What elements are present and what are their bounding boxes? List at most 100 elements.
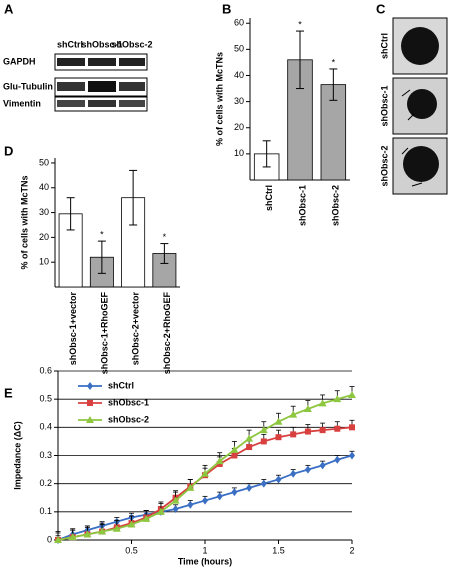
- x-tick-label: shObsc-1: [297, 185, 307, 226]
- y-tick-label: 40: [39, 182, 49, 192]
- row-label: Vimentin: [3, 98, 41, 108]
- significance-mark: *: [298, 19, 302, 29]
- lane-label: shObsc-2: [111, 39, 152, 49]
- marker: [68, 533, 77, 541]
- marker: [246, 483, 253, 492]
- image-label: shCtrl: [379, 33, 389, 59]
- y-tick-label: 0.4: [39, 422, 52, 432]
- x-tick-label: shObsc-1+RhoGEF: [99, 291, 109, 374]
- legend-label: shCtrl: [108, 380, 134, 390]
- marker: [275, 434, 282, 441]
- y-tick-label: 10: [234, 148, 244, 158]
- y-tick-label: 20: [234, 122, 244, 132]
- marker: [216, 492, 223, 501]
- y-tick-label: 10: [39, 257, 49, 267]
- band: [88, 58, 116, 66]
- marker: [172, 505, 179, 514]
- x-tick-label: shCtrl: [264, 185, 274, 211]
- marker: [275, 475, 282, 484]
- y-axis-label: % of cells with McTNs: [19, 175, 29, 269]
- legend-label: shObsc-1: [108, 397, 149, 407]
- panel-label: A: [4, 1, 14, 16]
- panel-label: D: [4, 143, 13, 158]
- band: [119, 100, 145, 107]
- marker: [318, 399, 327, 407]
- marker: [334, 425, 341, 432]
- marker: [349, 424, 355, 431]
- western-blot: [54, 53, 148, 112]
- x-tick-label: 1: [202, 545, 207, 555]
- arrow: [401, 89, 415, 121]
- marker: [231, 488, 238, 497]
- marker: [186, 483, 195, 491]
- marker: [201, 469, 209, 477]
- band: [57, 82, 85, 91]
- marker: [334, 455, 341, 464]
- bar: [320, 84, 347, 181]
- significance-mark: *: [163, 232, 167, 242]
- cell: [407, 89, 437, 119]
- lane-label: shObsc-1: [81, 39, 122, 49]
- significance-mark: *: [100, 229, 104, 239]
- marker: [83, 530, 92, 538]
- marker: [98, 527, 107, 535]
- marker: [127, 520, 136, 528]
- marker: [349, 451, 355, 460]
- y-axis-label: % of cells with McTNs: [214, 52, 224, 146]
- x-tick-label: shObsc-2+RhoGEF: [162, 291, 172, 374]
- y-tick-label: 20: [39, 232, 49, 242]
- y-tick-label: 50: [39, 157, 49, 167]
- cell: [401, 27, 439, 65]
- marker: [290, 469, 297, 478]
- y-tick-label: 0: [47, 534, 52, 544]
- x-tick-label: shObsc-1+vector: [68, 292, 78, 366]
- legend-label: shObsc-2: [108, 414, 149, 424]
- marker: [304, 428, 311, 435]
- y-tick-label: 0.6: [39, 365, 52, 375]
- marker: [156, 507, 165, 515]
- marker: [231, 452, 238, 459]
- marker: [290, 431, 297, 438]
- band: [88, 100, 116, 107]
- image-label: shObsc-2: [379, 145, 389, 186]
- panel-label: E: [4, 385, 13, 400]
- x-tick-label: 2: [349, 545, 354, 555]
- marker: [303, 405, 312, 413]
- marker: [260, 438, 267, 445]
- image-label: shObsc-1: [379, 85, 389, 126]
- row-label: Glu-Tubulin: [3, 81, 53, 91]
- marker: [259, 426, 268, 434]
- marker: [304, 465, 311, 474]
- marker: [333, 395, 342, 403]
- x-axis-label: Time (hours): [178, 556, 232, 566]
- lane-label: shCtrl: [57, 39, 83, 49]
- y-tick-label: 40: [234, 70, 244, 80]
- marker: [348, 390, 356, 398]
- legend-marker: [87, 400, 93, 406]
- marker: [289, 410, 298, 418]
- y-tick-label: 0.5: [39, 394, 52, 404]
- x-tick-label: shObsc-2+vector: [131, 292, 141, 366]
- y-tick-label: 0.2: [39, 478, 52, 488]
- marker: [230, 445, 239, 453]
- marker: [260, 479, 267, 488]
- band: [119, 58, 145, 66]
- band: [119, 82, 145, 91]
- band: [57, 58, 85, 66]
- marker: [319, 427, 326, 434]
- arrow: [401, 147, 423, 187]
- panel-label: C: [376, 1, 386, 16]
- band: [88, 81, 116, 92]
- row-label: GAPDH: [3, 56, 36, 66]
- y-tick-label: 30: [234, 96, 244, 106]
- y-tick-label: 0.3: [39, 450, 52, 460]
- x-tick-label: 0.5: [125, 545, 138, 555]
- marker: [246, 444, 253, 451]
- legend-marker: [86, 416, 94, 423]
- significance-mark: *: [332, 57, 336, 67]
- marker: [202, 496, 208, 505]
- y-tick-label: 60: [234, 18, 244, 28]
- marker: [319, 461, 326, 470]
- marker: [142, 514, 151, 522]
